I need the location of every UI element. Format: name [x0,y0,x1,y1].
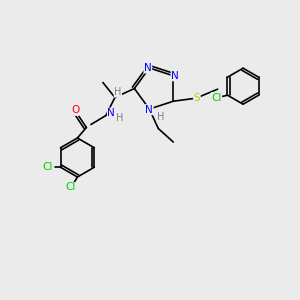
Text: Cl: Cl [65,182,75,193]
Text: Cl: Cl [211,93,222,103]
Text: Cl: Cl [42,162,52,172]
Text: S: S [194,93,200,103]
Text: N: N [107,108,115,118]
Text: N: N [144,63,152,73]
Text: O: O [71,105,79,116]
Text: H: H [114,87,122,97]
Text: N: N [171,71,179,81]
Text: H: H [116,113,123,124]
Text: N: N [146,105,153,115]
Text: H: H [157,112,164,122]
